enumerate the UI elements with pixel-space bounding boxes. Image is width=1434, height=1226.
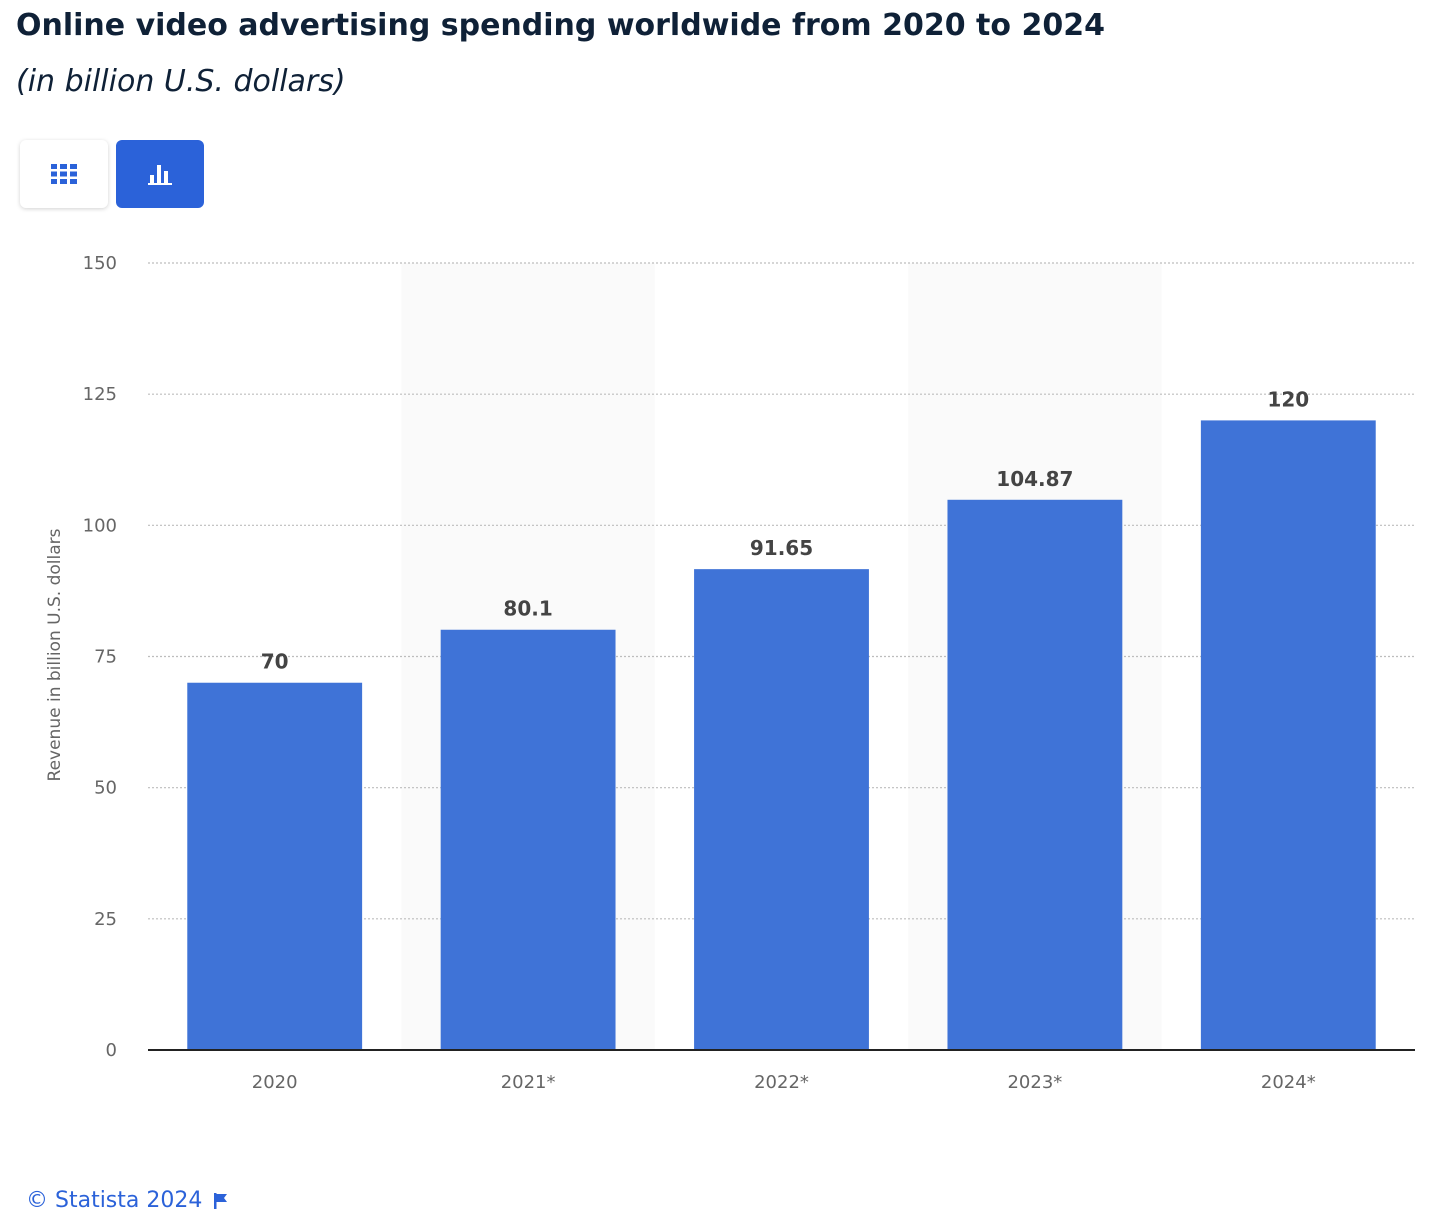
bars	[187, 420, 1376, 1050]
x-tick-label: 2023*	[1007, 1072, 1062, 1093]
bar-chart: 70 80.1 91.65 104.87 120 2020 2021* 2022* 2023*…	[45, 253, 1415, 1093]
data-label: 120	[1267, 387, 1309, 411]
y-tick-label: 50	[94, 778, 117, 799]
flag-icon[interactable]	[214, 1192, 228, 1209]
x-tick-label: 2022*	[754, 1072, 809, 1093]
data-label: 80.1	[503, 597, 552, 621]
bar[interactable]	[1200, 420, 1376, 1050]
data-label: 104.87	[996, 467, 1073, 491]
data-label: 91.65	[750, 536, 813, 560]
x-tick-label: 2021*	[501, 1072, 556, 1093]
bar[interactable]	[694, 569, 869, 1050]
x-axis-ticks: 2020 2021* 2022* 2023* 2024*	[252, 1072, 1316, 1093]
y-tick-label: 100	[83, 515, 117, 536]
data-labels: 70 80.1 91.65 104.87 120	[261, 387, 1309, 673]
y-tick-label: 125	[83, 384, 117, 405]
y-axis-ticks: 0 25 50 75 100 125 150	[83, 253, 117, 1061]
bar-chart-icon	[148, 165, 172, 185]
bar[interactable]	[440, 629, 616, 1050]
y-axis-title: Revenue in billion U.S. dollars	[45, 528, 65, 781]
chart-title: Online video advertising spending worldw…	[16, 8, 1105, 43]
chart-subtitle: (in billion U.S. dollars)	[16, 64, 346, 99]
grid-table-icon	[51, 164, 77, 184]
bar[interactable]	[947, 499, 1123, 1050]
data-label: 70	[261, 650, 289, 674]
bar[interactable]	[187, 682, 363, 1050]
y-tick-label: 0	[106, 1040, 117, 1061]
credit-text: © Statista 2024	[26, 1188, 203, 1213]
y-tick-label: 25	[94, 909, 117, 930]
y-tick-label: 75	[94, 647, 117, 668]
statista-credit[interactable]: © Statista 2024	[26, 1188, 228, 1213]
x-tick-label: 2024*	[1261, 1072, 1316, 1093]
table-view-button[interactable]	[20, 140, 108, 208]
chart-view-button[interactable]	[116, 140, 204, 208]
x-tick-label: 2020	[252, 1072, 298, 1093]
y-tick-label: 150	[83, 253, 117, 274]
